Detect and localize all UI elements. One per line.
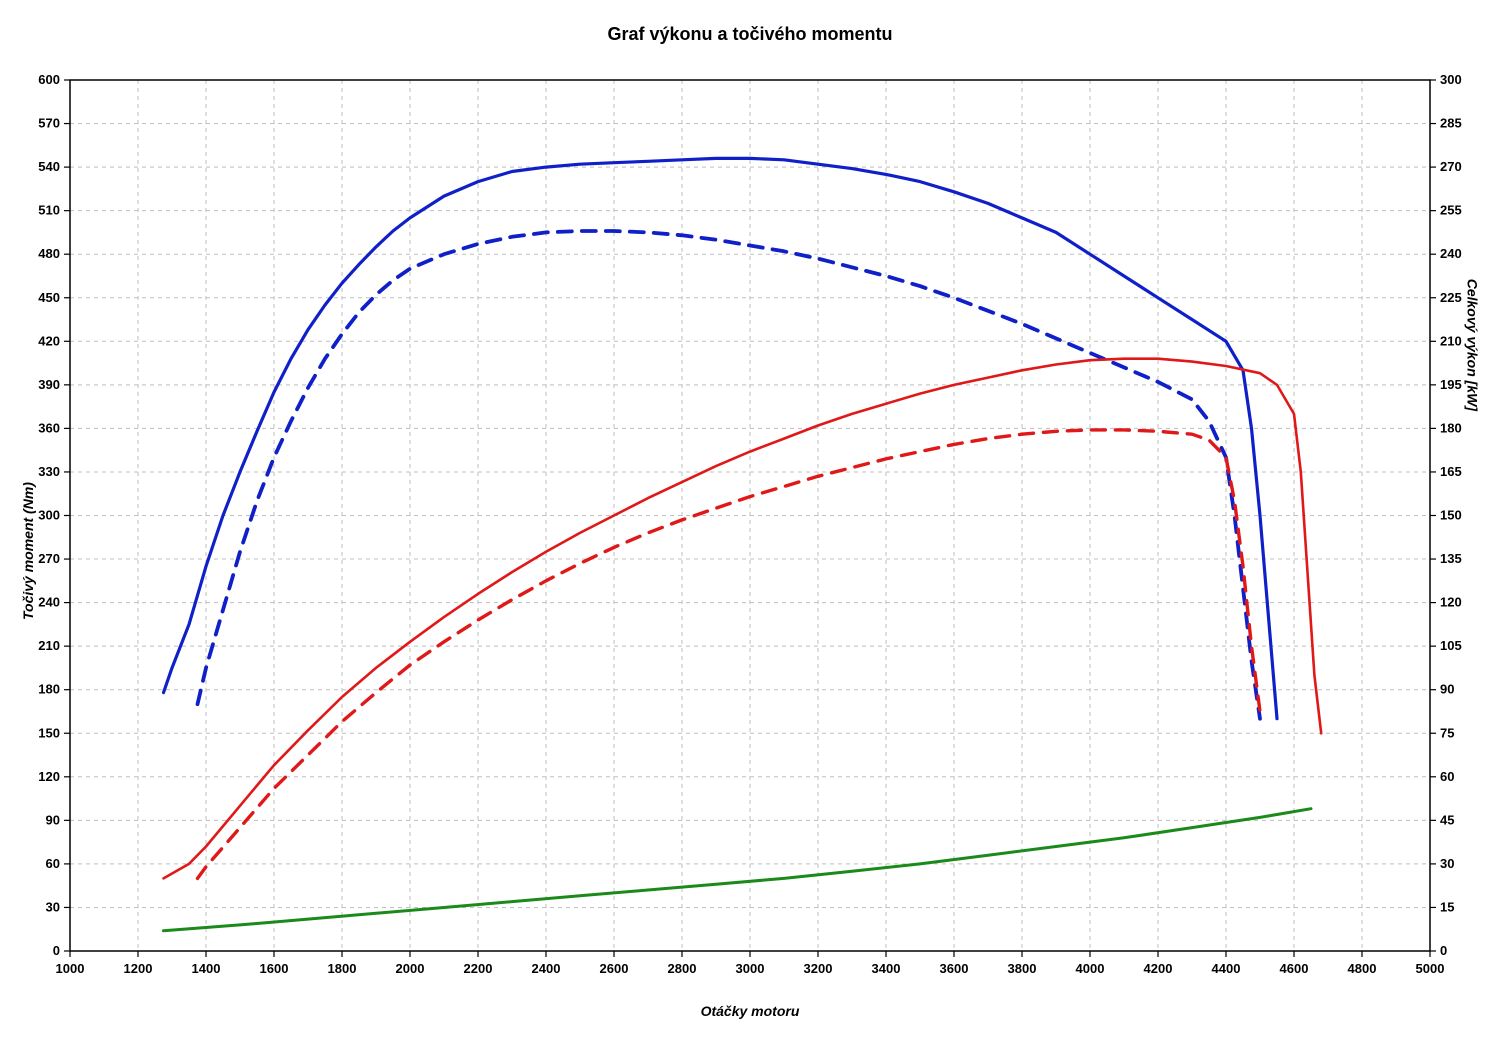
svg-text:60: 60 [1440, 769, 1454, 784]
svg-text:3000: 3000 [736, 961, 765, 976]
svg-text:1800: 1800 [328, 961, 357, 976]
svg-text:120: 120 [38, 769, 60, 784]
svg-text:195: 195 [1440, 377, 1462, 392]
svg-text:270: 270 [1440, 159, 1462, 174]
svg-text:300: 300 [1440, 72, 1462, 87]
svg-text:255: 255 [1440, 203, 1462, 218]
svg-text:3800: 3800 [1008, 961, 1037, 976]
chart-plot: 1000120014001600180020002200240026002800… [0, 0, 1500, 1041]
svg-text:1200: 1200 [124, 961, 153, 976]
svg-text:180: 180 [38, 682, 60, 697]
svg-text:600: 600 [38, 72, 60, 87]
svg-text:0: 0 [53, 943, 60, 958]
svg-text:45: 45 [1440, 812, 1454, 827]
svg-text:240: 240 [1440, 246, 1462, 261]
svg-text:510: 510 [38, 203, 60, 218]
svg-text:4200: 4200 [1144, 961, 1173, 976]
chart-page: { "title": "Graf výkonu a točivého momen… [0, 0, 1500, 1041]
svg-text:1400: 1400 [192, 961, 221, 976]
svg-text:30: 30 [46, 899, 60, 914]
svg-text:150: 150 [1440, 508, 1462, 523]
svg-text:4800: 4800 [1348, 961, 1377, 976]
svg-text:75: 75 [1440, 725, 1454, 740]
svg-text:150: 150 [38, 725, 60, 740]
svg-text:450: 450 [38, 290, 60, 305]
svg-text:300: 300 [38, 508, 60, 523]
svg-text:4400: 4400 [1212, 961, 1241, 976]
svg-text:420: 420 [38, 333, 60, 348]
svg-text:90: 90 [1440, 682, 1454, 697]
svg-text:180: 180 [1440, 420, 1462, 435]
svg-text:3200: 3200 [804, 961, 833, 976]
svg-text:60: 60 [46, 856, 60, 871]
svg-text:390: 390 [38, 377, 60, 392]
svg-text:210: 210 [1440, 333, 1462, 348]
svg-text:135: 135 [1440, 551, 1462, 566]
svg-text:120: 120 [1440, 595, 1462, 610]
svg-text:1000: 1000 [56, 961, 85, 976]
svg-text:285: 285 [1440, 116, 1462, 131]
svg-text:2000: 2000 [396, 961, 425, 976]
svg-text:0: 0 [1440, 943, 1447, 958]
svg-text:570: 570 [38, 116, 60, 131]
svg-text:105: 105 [1440, 638, 1462, 653]
svg-text:270: 270 [38, 551, 60, 566]
svg-text:225: 225 [1440, 290, 1462, 305]
svg-text:3400: 3400 [872, 961, 901, 976]
svg-text:2600: 2600 [600, 961, 629, 976]
svg-text:4000: 4000 [1076, 961, 1105, 976]
svg-text:360: 360 [38, 420, 60, 435]
svg-text:2800: 2800 [668, 961, 697, 976]
svg-text:2400: 2400 [532, 961, 561, 976]
svg-text:4600: 4600 [1280, 961, 1309, 976]
svg-text:30: 30 [1440, 856, 1454, 871]
svg-text:3600: 3600 [940, 961, 969, 976]
svg-text:480: 480 [38, 246, 60, 261]
svg-text:210: 210 [38, 638, 60, 653]
svg-text:1600: 1600 [260, 961, 289, 976]
svg-text:240: 240 [38, 595, 60, 610]
svg-text:165: 165 [1440, 464, 1462, 479]
svg-text:540: 540 [38, 159, 60, 174]
svg-text:2200: 2200 [464, 961, 493, 976]
svg-text:15: 15 [1440, 899, 1454, 914]
svg-text:90: 90 [46, 812, 60, 827]
svg-text:5000: 5000 [1416, 961, 1445, 976]
svg-text:330: 330 [38, 464, 60, 479]
